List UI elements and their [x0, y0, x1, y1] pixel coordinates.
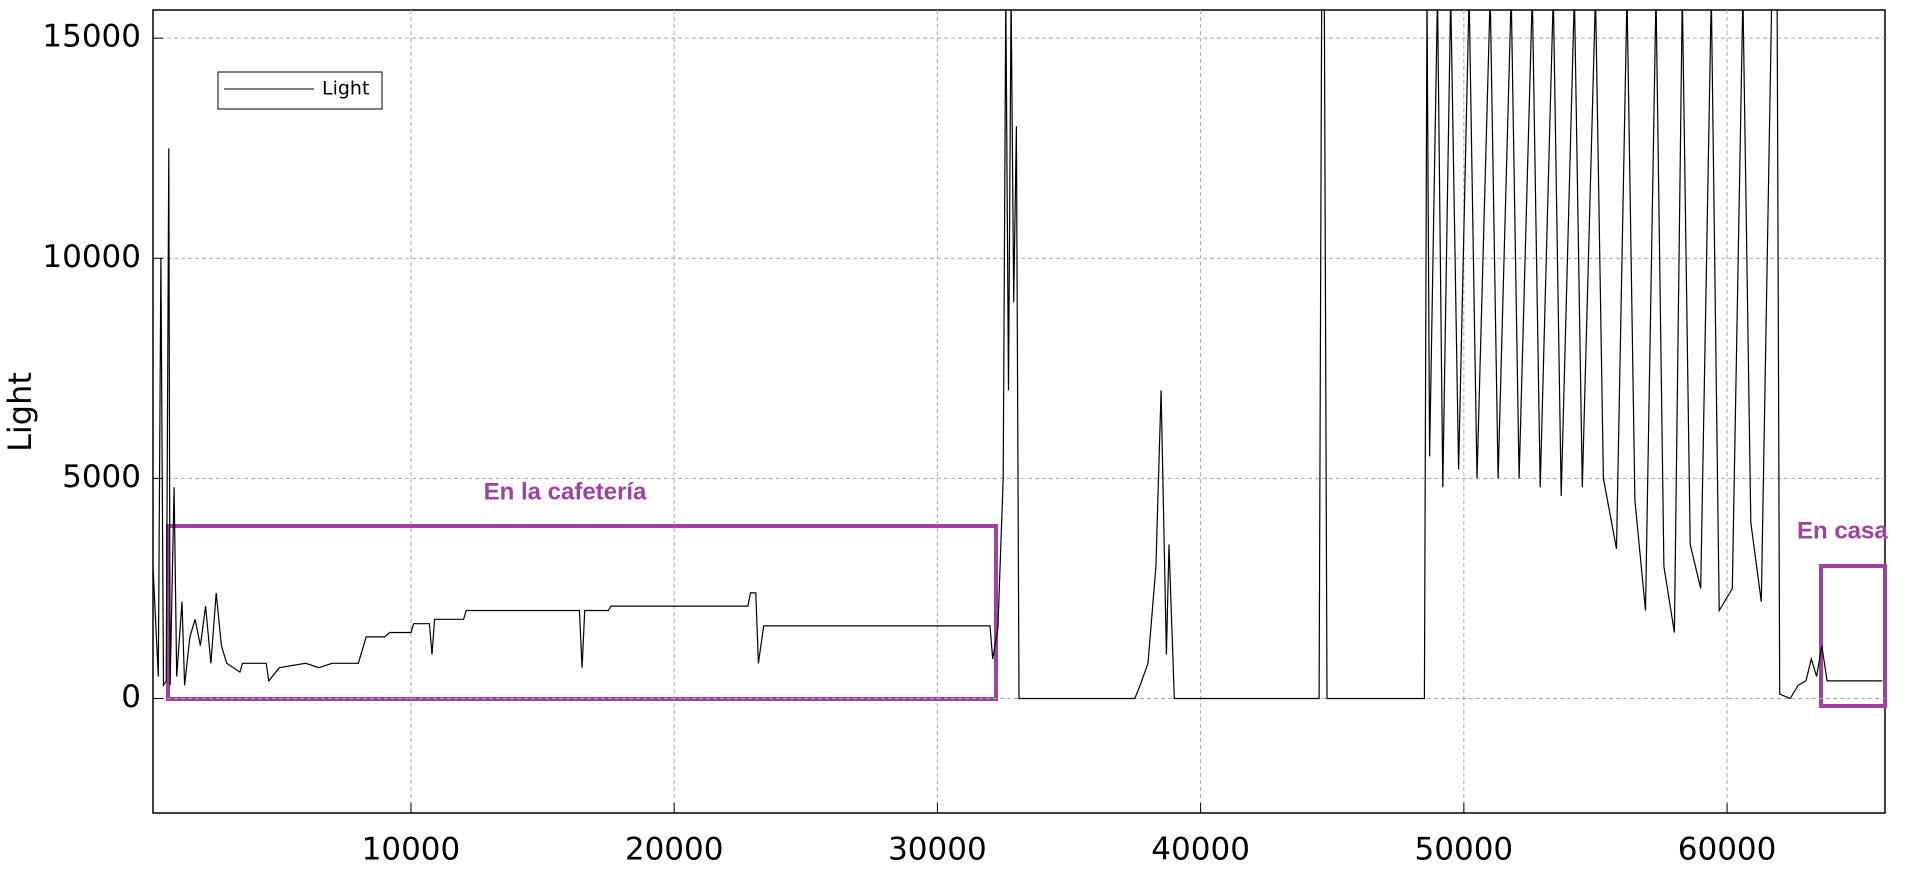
y-tick-label: 5000	[62, 459, 141, 495]
x-tick-label: 40000	[1151, 832, 1250, 868]
legend	[217, 71, 383, 110]
legend-label: Light	[322, 78, 369, 100]
y-tick-label: 10000	[42, 239, 141, 275]
annotation: En la cafetería	[484, 478, 647, 505]
plot-area	[153, 10, 1885, 813]
data-line	[153, 10, 1883, 700]
annotation-box	[1819, 564, 1887, 708]
x-tick-label: 60000	[1678, 832, 1777, 868]
x-tick-label: 50000	[1415, 832, 1514, 868]
y-tick-label: 0	[121, 679, 141, 715]
y-axis-label: Light	[1, 372, 39, 452]
x-tick-label: 10000	[362, 832, 461, 868]
y-tick-label: 15000	[42, 19, 141, 55]
annotation: En casa	[1797, 517, 1888, 544]
x-tick-label: 30000	[888, 832, 987, 868]
x-tick-label: 20000	[625, 832, 724, 868]
